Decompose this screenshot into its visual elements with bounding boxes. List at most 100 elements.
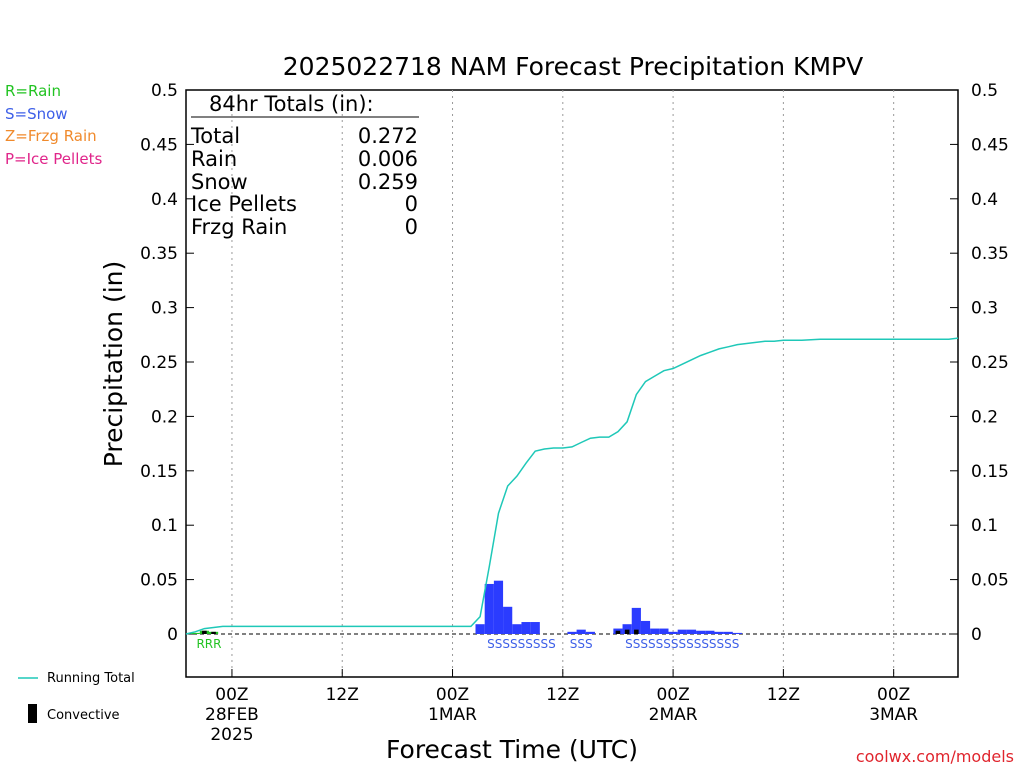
y-tick-label-left-5: 0.25 xyxy=(140,353,178,373)
x-tick-year-0: 2025 xyxy=(210,725,253,745)
x-tick-label-5: 12Z xyxy=(767,685,800,705)
precip-bar-25 xyxy=(723,631,733,634)
y-tick-label-right-5: 0.25 xyxy=(971,353,1009,373)
y-tick-label-left-2: 0.1 xyxy=(151,516,178,536)
legend-ice-pellets: P=Ice Pellets xyxy=(5,150,102,168)
x-tick-label-0: 00Z xyxy=(215,685,248,705)
precip-bar-11 xyxy=(576,629,586,634)
precip-bar-14 xyxy=(622,624,632,634)
totals-label-total: Total xyxy=(190,124,240,148)
ptype-label-0: RRR xyxy=(196,637,221,651)
x-axis-title: Forecast Time (UTC) xyxy=(386,735,638,764)
totals-value-freezing-rain: 0 xyxy=(405,215,418,239)
chart-title: 2025022718 NAM Forecast Precipitation KM… xyxy=(283,52,863,81)
y-tick-label-right-4: 0.2 xyxy=(971,407,998,427)
y-tick-label-right-0: 0 xyxy=(971,625,982,645)
precip-bar-26 xyxy=(732,632,743,634)
y-tick-label-right-3: 0.15 xyxy=(971,462,1009,482)
precip-bar-5 xyxy=(493,580,504,634)
x-tick-label-6: 00Z xyxy=(877,685,910,705)
convective-bar-0 xyxy=(202,630,207,634)
precip-bar-24 xyxy=(714,631,724,634)
precip-bar-16 xyxy=(640,620,651,634)
ptype-label-3: SSSSSSSSSSSSSSS xyxy=(625,637,739,651)
precip-bar-22 xyxy=(696,630,706,634)
y-tick-label-right-6: 0.3 xyxy=(971,299,998,319)
precip-bar-23 xyxy=(705,630,715,634)
plot-frame xyxy=(185,89,959,678)
convective-bar-4 xyxy=(634,629,639,634)
ptype-label-1: SSSSSSSSS xyxy=(487,637,556,651)
y-tick-label-left-8: 0.4 xyxy=(151,190,178,210)
totals-label-snow: Snow xyxy=(191,170,248,194)
x-tick-label-4: 00Z xyxy=(656,685,689,705)
totals-value-snow: 0.259 xyxy=(358,170,418,194)
precip-bar-10 xyxy=(567,631,577,634)
x-tick-label-3: 12Z xyxy=(546,685,579,705)
convective-bar-1 xyxy=(211,631,216,634)
precip-bar-20 xyxy=(677,629,687,634)
precip-bar-17 xyxy=(650,628,660,634)
precip-bar-4 xyxy=(484,583,494,634)
x-tick-date-0: 28FEB xyxy=(205,705,259,725)
convective-legend-label: Convective xyxy=(47,708,120,723)
precip-bar-19 xyxy=(668,631,678,634)
precip-bar-12 xyxy=(585,631,595,634)
precip-bar-21 xyxy=(686,629,697,634)
y-tick-label-left-3: 0.15 xyxy=(140,462,178,482)
precip-bar-15 xyxy=(631,607,641,634)
y-axis-title: Precipitation (in) xyxy=(99,261,128,468)
y-tick-label-left-0: 0 xyxy=(167,625,178,645)
y-tick-label-left-4: 0.2 xyxy=(151,407,178,427)
totals-header: 84hr Totals (in): xyxy=(209,92,374,116)
totals-label-rain: Rain xyxy=(191,147,237,171)
precip-bar-0 xyxy=(190,632,200,634)
y-tick-label-left-1: 0.05 xyxy=(140,571,178,591)
precip-bar-7 xyxy=(512,624,522,634)
totals-value-total: 0.272 xyxy=(358,124,418,148)
y-axis-ticks: 0 00.05 0.050.1 0.10.15 0.150.2 0.20.25 0.250.… xyxy=(140,81,1009,645)
precip-type-labels: RRR SSSSSSSSS SSS SSSSSSSSSSSSSSS xyxy=(196,637,739,651)
precip-bar-3 xyxy=(475,624,485,634)
credit-text: coolwx.com/models xyxy=(856,747,1014,766)
y-tick-label-right-2: 0.1 xyxy=(971,516,998,536)
y-tick-label-right-1: 0.05 xyxy=(971,571,1009,591)
x-tick-date-2: 1MAR xyxy=(428,705,477,725)
legend-snow: S=Snow xyxy=(5,105,68,123)
legend-freezing-rain: Z=Frzg Rain xyxy=(5,127,97,145)
precip-bar-6 xyxy=(503,606,513,634)
totals-value-rain: 0.006 xyxy=(358,147,418,171)
x-tick-date-4: 2MAR xyxy=(649,705,698,725)
y-tick-label-right-9: 0.45 xyxy=(971,135,1009,155)
totals-label-freezing-rain: Frzg Rain xyxy=(191,215,287,239)
running-total-line xyxy=(185,337,959,635)
x-tick-label-2: 00Z xyxy=(436,685,469,705)
vertical-gridlines xyxy=(231,90,895,677)
running-total-legend-label: Running Total xyxy=(47,671,135,686)
y-tick-label-left-10: 0.5 xyxy=(151,81,178,101)
convective-bar-3 xyxy=(624,629,630,634)
precip-bar-18 xyxy=(659,628,669,634)
convective-swatch xyxy=(28,704,37,723)
legend-rain: R=Rain xyxy=(5,82,61,100)
y-tick-label-right-8: 0.4 xyxy=(971,190,998,210)
y-tick-label-left-7: 0.35 xyxy=(140,244,178,264)
x-tick-label-1: 12Z xyxy=(326,685,359,705)
totals-value-ice-pellets: 0 xyxy=(405,192,418,216)
convective-bar-2 xyxy=(615,630,621,634)
y-tick-label-right-7: 0.35 xyxy=(971,244,1009,264)
x-tick-date-6: 3MAR xyxy=(869,705,918,725)
y-tick-label-left-6: 0.3 xyxy=(151,299,178,319)
precip-type-legend: R=Rain S=Snow Z=Frzg Rain P=Ice Pellets xyxy=(5,82,102,168)
bottom-legend: Running Total Convective xyxy=(18,671,135,723)
precip-bar-8 xyxy=(521,622,531,634)
totals-box: 84hr Totals (in): Total 0.272 Rain 0.006… xyxy=(190,92,419,239)
precip-bar-9 xyxy=(530,622,540,634)
totals-label-ice-pellets: Ice Pellets xyxy=(191,192,297,216)
y-tick-label-left-9: 0.45 xyxy=(140,135,178,155)
ptype-label-2: SSS xyxy=(570,637,593,651)
convective-bars xyxy=(202,629,639,634)
y-tick-label-right-10: 0.5 xyxy=(971,81,998,101)
